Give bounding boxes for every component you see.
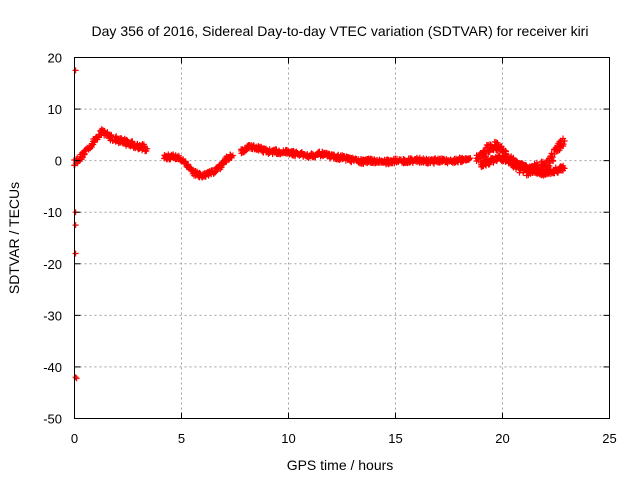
x-tick-label: 20 [495, 431, 509, 446]
grid [74, 57, 610, 419]
data-point [560, 143, 567, 149]
y-tick-label: 10 [48, 102, 62, 117]
x-tick-label: 5 [178, 431, 185, 446]
y-tick-label: -50 [43, 412, 62, 427]
data-point [72, 67, 79, 74]
data-point [556, 147, 563, 154]
y-tick-label: -40 [43, 360, 62, 375]
data-series [71, 67, 568, 382]
data-point [466, 156, 473, 163]
data-point [72, 250, 79, 257]
x-tick-label: 10 [281, 431, 295, 446]
data-point [503, 153, 510, 160]
data-point [72, 222, 79, 229]
series-points [71, 67, 568, 382]
chart-title: Day 356 of 2016, Sidereal Day-to-day VTE… [92, 23, 589, 39]
data-point [144, 145, 151, 152]
y-tick-label: -10 [43, 205, 62, 220]
data-point [72, 374, 79, 381]
data-point [229, 152, 236, 159]
x-axis-label: GPS time / hours [287, 457, 394, 473]
data-point [104, 129, 111, 136]
x-tick-label: 0 [71, 431, 78, 446]
axes: 0 5 10 15 20 25 -50 -40 -30 -20 -10 0 10 20 [43, 51, 617, 447]
data-point [561, 165, 568, 172]
data-point [561, 138, 568, 144]
data-point [482, 153, 489, 160]
data-point [218, 164, 225, 171]
y-tick-label: 0 [55, 154, 62, 169]
y-tick-label: -20 [43, 257, 62, 272]
data-point [549, 154, 556, 161]
y-tick-label: -30 [43, 308, 62, 323]
x-tick-label: 25 [602, 431, 616, 446]
data-point [560, 164, 567, 171]
data-point [494, 139, 501, 146]
plot-frame [74, 57, 610, 419]
x-tick-label: 15 [388, 431, 402, 446]
data-point [498, 143, 505, 150]
y-axis-label: SDTVAR / TECUs [6, 182, 22, 294]
data-point [467, 155, 474, 162]
y-tick-label: 20 [48, 51, 62, 66]
